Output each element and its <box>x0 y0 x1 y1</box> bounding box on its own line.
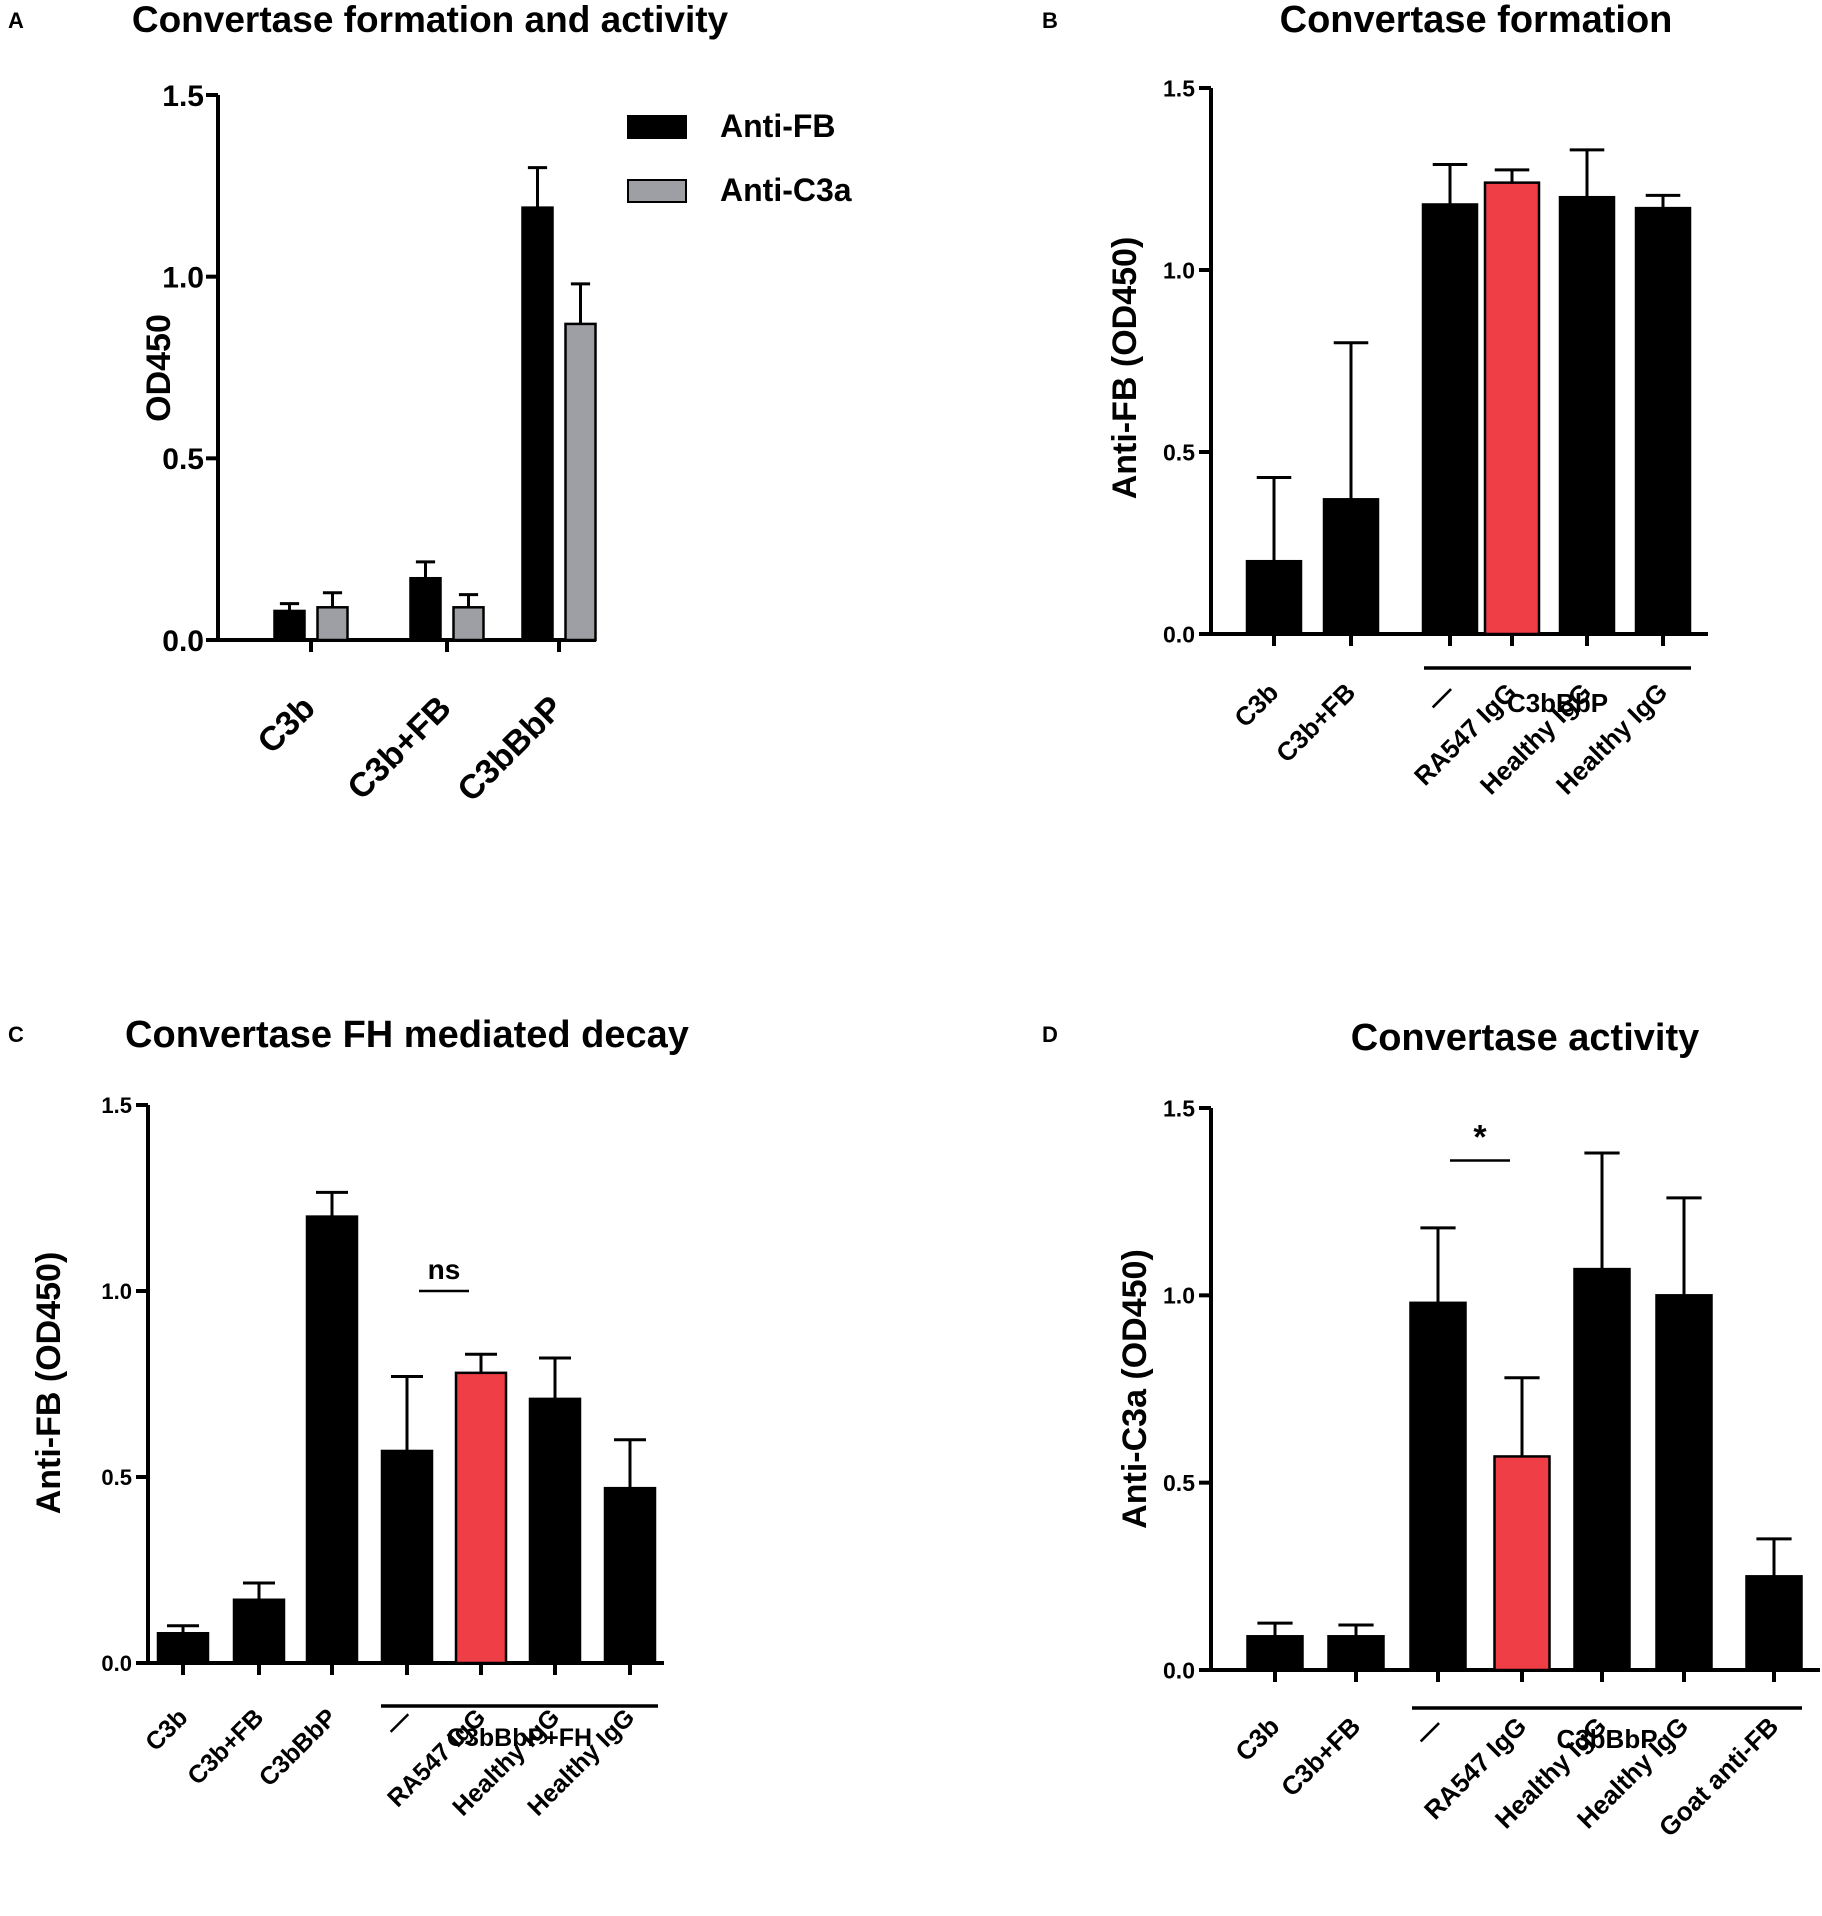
panel-a-bar <box>409 576 442 642</box>
panel-b-category-label: C3b <box>1228 677 1284 733</box>
panel-c-bar <box>380 1449 434 1665</box>
panel-d-bar <box>1327 1635 1385 1672</box>
panel-c-category-label: C3bBbP <box>254 1703 343 1792</box>
panel-d-ytick-label: 0.5 <box>1163 1470 1195 1496</box>
panel-a-legend-label: Anti-FB <box>720 108 836 144</box>
panel-d-bar <box>1493 1455 1551 1672</box>
panel-d-category-label: — <box>1409 1711 1449 1751</box>
panel-c-ylabel: Anti-FB (OD450) <box>30 1252 68 1515</box>
panel-a-category-label: C3b <box>250 689 322 761</box>
panel-b-bar <box>1322 498 1380 636</box>
panel-a-legend-swatch <box>627 115 687 139</box>
panel-d-ytick-label: 0.0 <box>1163 1657 1195 1683</box>
panel-c-significance-label: ns <box>428 1254 461 1285</box>
panel-c-ytick-label: 0.5 <box>101 1465 132 1490</box>
panel-c-category-label: C3b <box>140 1703 193 1756</box>
panel-d-ylabel: Anti-C3a (OD450) <box>1116 1249 1154 1529</box>
panel-b-ytick-label: 1.5 <box>1163 75 1195 101</box>
panel-a-legend-swatch <box>627 179 687 203</box>
panel-c-title: Convertase FH mediated decay <box>125 1014 689 1056</box>
panel-a-ytick-label: 1.0 <box>162 261 204 294</box>
panel-a: A Convertase formation and activity OD450 0… <box>8 0 852 809</box>
panel-d-bar <box>1246 1635 1304 1672</box>
panel-b-ytick-label: 0.0 <box>1163 621 1195 647</box>
panel-b: B Convertase formation Anti-FB (OD450) 0.0 0… <box>1042 0 1708 800</box>
panel-d-bar <box>1745 1575 1803 1672</box>
panel-b-letter: B <box>1042 8 1058 33</box>
panel-a-legend-label: Anti-C3a <box>720 172 852 208</box>
panel-c: C Convertase FH mediated decay Anti-FB (OD… <box>8 1014 689 1821</box>
panel-b-bar <box>1421 203 1479 636</box>
panel-c-category-label: — <box>380 1703 417 1740</box>
panel-d-ytick-label: 1.0 <box>1163 1283 1195 1309</box>
panel-b-title: Convertase formation <box>1280 0 1673 41</box>
panel-b-ytick-label: 0.5 <box>1163 439 1195 465</box>
panel-d-letter: D <box>1042 1022 1058 1047</box>
panel-d-category-label: C3b <box>1229 1711 1285 1767</box>
panel-a-bar <box>452 606 485 642</box>
panel-c-category-label: C3b+FB <box>182 1703 269 1790</box>
panel-a-ylabel: OD450 <box>140 314 178 422</box>
panel-c-bar <box>232 1598 286 1665</box>
panel-c-bar <box>305 1215 359 1665</box>
panel-b-category-label: — <box>1421 677 1461 717</box>
panel-c-group-label: C3bBbP+FH <box>447 1724 592 1752</box>
panel-d: D Convertase activity Anti-C3a (OD450) 0.0 0… <box>1042 1017 1820 1843</box>
panel-b-category-label: C3b+FB <box>1270 677 1361 768</box>
panel-a-title: Convertase formation and activity <box>132 0 729 40</box>
panel-d-group-label: C3bBbP <box>1556 1724 1657 1754</box>
panel-a-bar <box>521 206 554 642</box>
panel-c-bar <box>603 1486 657 1665</box>
panel-d-category-label: C3b+FB <box>1275 1711 1366 1802</box>
panel-c-ytick-label: 0.0 <box>101 1651 132 1676</box>
panel-c-letter: C <box>8 1022 24 1047</box>
panel-c-ytick-label: 1.0 <box>101 1279 132 1304</box>
panel-b-bar <box>1483 181 1541 636</box>
panel-a-bar <box>273 609 306 642</box>
panel-b-bar <box>1245 559 1303 636</box>
panel-c-bar <box>528 1397 582 1665</box>
panel-a-bar <box>316 606 349 642</box>
panel-d-title: Convertase activity <box>1351 1017 1700 1059</box>
panel-a-ytick-label: 1.5 <box>162 80 204 113</box>
panel-b-ytick-label: 1.0 <box>1163 257 1195 283</box>
panel-a-category-label: C3b+FB <box>340 689 458 807</box>
panel-a-bar <box>564 322 597 642</box>
panel-c-bar <box>156 1631 210 1665</box>
panel-a-ytick-label: 0.0 <box>162 625 204 658</box>
panel-a-ytick-label: 0.5 <box>162 443 204 476</box>
panel-d-ytick-label: 1.5 <box>1163 1095 1195 1121</box>
panel-b-ylabel: Anti-FB (OD450) <box>1106 237 1144 500</box>
panel-d-bar <box>1573 1267 1631 1672</box>
panel-a-letter: A <box>8 8 24 33</box>
panel-c-ytick-label: 1.5 <box>101 1093 132 1118</box>
panel-c-bar <box>454 1371 508 1665</box>
panel-b-bar <box>1634 206 1692 636</box>
panel-d-bar <box>1409 1301 1467 1672</box>
panel-a-category-label: C3bBbP <box>450 689 570 809</box>
panel-d-bar <box>1655 1294 1713 1672</box>
panel-b-group-label: C3bBbP <box>1507 688 1608 718</box>
panel-d-significance-label: * <box>1473 1118 1487 1156</box>
panel-b-bar <box>1558 195 1616 636</box>
